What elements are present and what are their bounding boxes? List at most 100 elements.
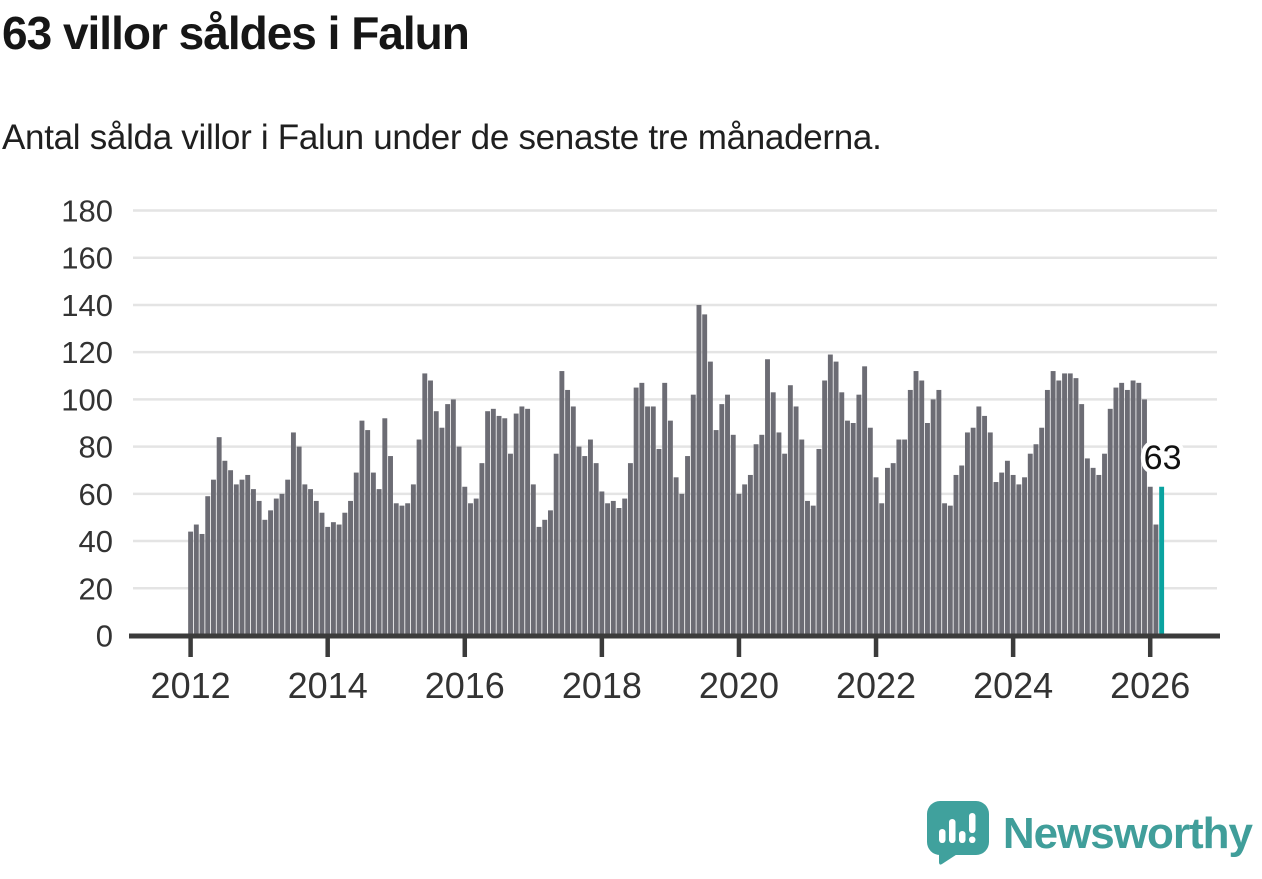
bar <box>439 427 445 636</box>
bar <box>319 512 325 636</box>
bar <box>1027 453 1033 636</box>
bar <box>1119 382 1125 636</box>
bar <box>759 434 765 636</box>
bar <box>1067 373 1073 636</box>
bar <box>308 489 313 636</box>
bar <box>633 387 639 636</box>
bar <box>473 498 479 636</box>
bar <box>793 406 799 636</box>
bar <box>862 366 868 636</box>
bar <box>193 524 199 636</box>
bar <box>913 371 919 636</box>
bar <box>1136 382 1142 636</box>
bar <box>542 519 548 636</box>
bar <box>885 467 890 636</box>
bar <box>982 415 988 636</box>
newsworthy-logo: Newsworthy <box>926 801 1253 867</box>
bar <box>850 423 856 636</box>
bar <box>211 479 216 636</box>
x-tick-label: 2012 <box>151 665 231 706</box>
bar <box>827 354 833 636</box>
bar <box>222 460 228 636</box>
bar <box>776 432 782 636</box>
bar <box>1124 389 1130 636</box>
bar <box>1084 458 1090 636</box>
bar <box>348 500 353 636</box>
bar <box>1073 378 1079 636</box>
bar <box>719 404 725 636</box>
bar <box>685 456 690 636</box>
bar <box>188 531 194 636</box>
bar <box>313 500 319 636</box>
bar <box>370 472 376 636</box>
bar <box>216 437 222 636</box>
y-tick-label: 180 <box>61 194 113 229</box>
axis-labels: 0 20 40 60 80 100 120 140 160 180 2012 2014 2016 2018… <box>61 194 1190 706</box>
bar <box>565 389 571 636</box>
y-tick-label: 40 <box>79 524 113 559</box>
bar <box>1107 408 1113 636</box>
bar <box>696 304 702 636</box>
bar <box>879 503 885 636</box>
bar <box>805 500 810 636</box>
bar <box>1113 387 1119 636</box>
bar <box>707 361 713 636</box>
x-tick-label: 2022 <box>836 665 916 706</box>
bar <box>388 456 393 636</box>
bar <box>325 526 331 636</box>
bar <box>256 500 262 636</box>
bar <box>1102 453 1107 636</box>
bar <box>605 503 611 636</box>
bar <box>530 484 536 636</box>
y-tick-label: 80 <box>79 430 113 465</box>
bar <box>519 406 525 636</box>
x-tick-label: 2014 <box>288 665 368 706</box>
x-tick-label: 2026 <box>1110 665 1190 706</box>
bar <box>1004 460 1010 636</box>
bar <box>616 508 622 636</box>
bar <box>570 406 576 636</box>
bar <box>845 420 850 636</box>
x-tick-label: 2024 <box>973 665 1053 706</box>
bar <box>976 406 982 636</box>
bar <box>233 484 239 636</box>
bar <box>902 439 908 636</box>
bar <box>336 524 342 636</box>
bar <box>279 493 285 636</box>
bar <box>273 498 279 636</box>
bar <box>353 472 359 636</box>
bar <box>782 453 788 636</box>
bar <box>867 427 873 636</box>
bar <box>1010 474 1016 636</box>
bar <box>199 533 205 636</box>
bar <box>645 406 651 636</box>
bar <box>245 474 251 636</box>
bar <box>919 380 925 636</box>
bar <box>376 489 382 636</box>
bar <box>730 434 736 636</box>
bar <box>468 503 473 636</box>
bar <box>1147 486 1153 636</box>
bar <box>342 512 348 636</box>
bar <box>742 484 748 636</box>
bar <box>856 394 862 636</box>
x-tick-label: 2018 <box>562 665 642 706</box>
bar <box>896 439 902 636</box>
bar <box>816 448 822 636</box>
bar <box>450 399 456 636</box>
bar <box>445 404 451 636</box>
bar <box>587 439 593 636</box>
bar <box>702 314 708 636</box>
bar <box>553 453 559 636</box>
bar <box>770 392 776 636</box>
bar <box>930 399 936 636</box>
bar <box>907 389 913 636</box>
bar <box>548 510 553 636</box>
bar <box>953 474 959 636</box>
bar <box>1062 373 1067 636</box>
bar <box>987 432 993 636</box>
bar <box>536 526 542 636</box>
bar <box>1016 484 1022 636</box>
bar <box>268 510 274 636</box>
bar <box>799 439 805 636</box>
